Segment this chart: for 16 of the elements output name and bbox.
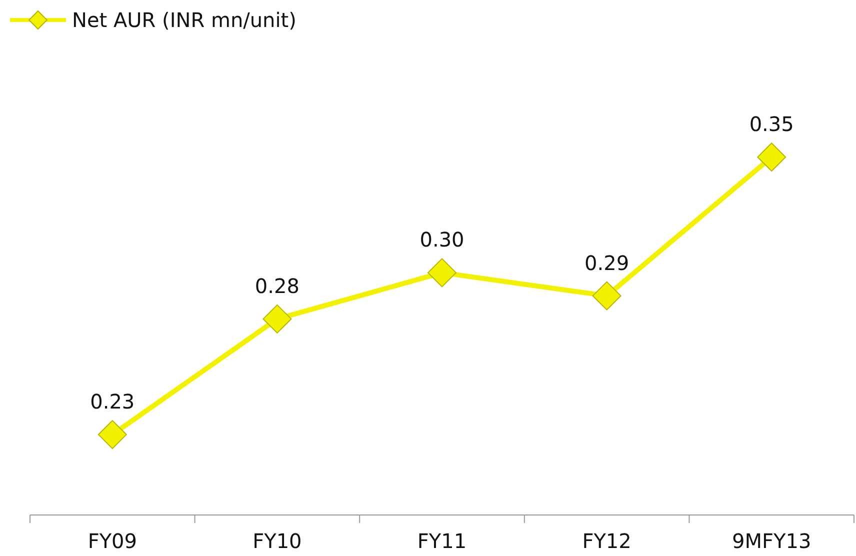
point [98,420,127,450]
x-tick-label: FY09 [88,529,137,553]
data-label: 0.23 [90,390,135,414]
data-label: 0.35 [749,112,794,136]
point [428,258,456,288]
legend-label: Net AUR (INR mn/unit) [72,8,296,32]
data-label: 0.29 [584,250,630,275]
point [757,142,786,172]
x-tick-label: 9MFY13 [732,529,812,553]
x-tick-label: FY10 [252,529,302,553]
point [592,281,622,310]
data-label: 0.28 [254,274,300,298]
x-tick-label: FY11 [417,529,467,553]
point [262,304,292,334]
data-label: 0.30 [420,228,464,252]
x-tick-label: FY12 [582,529,632,553]
